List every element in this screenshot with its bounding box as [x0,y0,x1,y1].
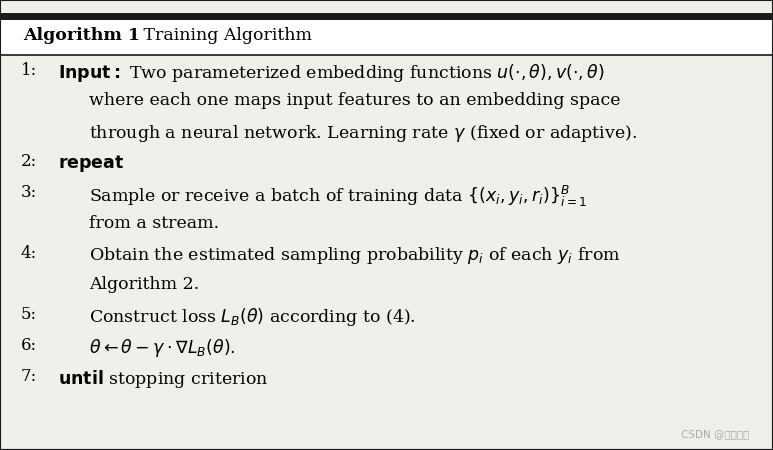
Text: $\theta \leftarrow \theta - \gamma \cdot \nabla L_B(\theta).$: $\theta \leftarrow \theta - \gamma \cdot… [89,337,235,359]
Text: Algorithm 2.: Algorithm 2. [89,276,199,293]
Text: 3:: 3: [21,184,37,201]
Text: Construct loss $L_B(\theta)$ according to (4).: Construct loss $L_B(\theta)$ according t… [89,306,416,328]
FancyBboxPatch shape [0,16,773,55]
Text: Algorithm 1: Algorithm 1 [23,27,140,44]
Text: 6:: 6: [21,337,37,354]
Text: Sample or receive a batch of training data $\{(x_i, y_i, r_i)\}_{i=1}^{B}$: Sample or receive a batch of training da… [89,184,587,209]
Text: CSDN @许是依然: CSDN @许是依然 [682,429,750,439]
Text: 5:: 5: [21,306,37,324]
Text: 1:: 1: [21,62,37,79]
Text: 7:: 7: [21,368,37,385]
Text: $\mathbf{Input:}$ Two parameterized embedding functions $u(\cdot, \theta), v(\cd: $\mathbf{Input:}$ Two parameterized embe… [58,62,604,84]
Text: Obtain the estimated sampling probability $p_i$ of each $y_i$ from: Obtain the estimated sampling probabilit… [89,245,621,266]
Text: through a neural network. Learning rate $\gamma$ (fixed or adaptive).: through a neural network. Learning rate … [89,123,637,144]
Text: Training Algorithm: Training Algorithm [138,27,312,44]
Text: $\mathbf{until}$ stopping criterion: $\mathbf{until}$ stopping criterion [58,368,268,390]
Text: where each one maps input features to an embedding space: where each one maps input features to an… [89,92,621,109]
Text: $\mathbf{repeat}$: $\mathbf{repeat}$ [58,153,124,175]
Text: 2:: 2: [21,153,37,171]
Text: from a stream.: from a stream. [89,215,219,232]
Text: 4:: 4: [21,245,37,262]
